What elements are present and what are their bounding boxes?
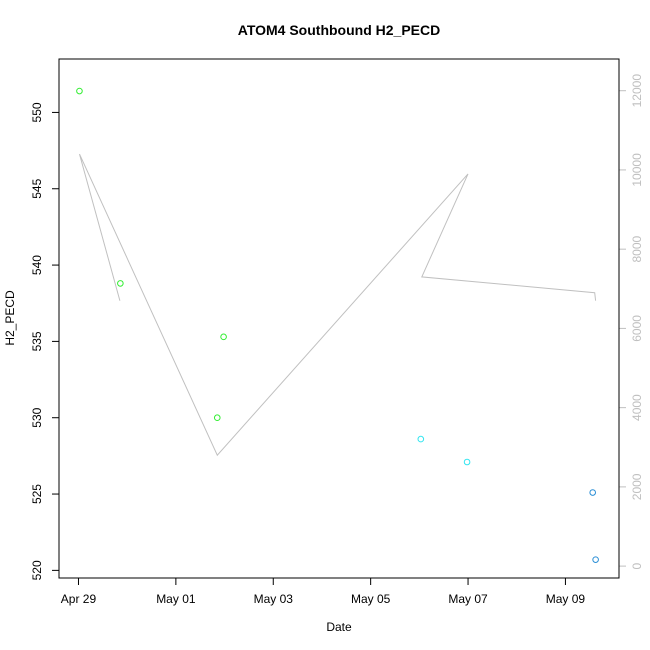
y2-tick-label: 12000	[630, 74, 644, 108]
y2-tick-label: 0	[630, 562, 644, 569]
data-point	[463, 458, 471, 466]
x-tick-label: May 01	[156, 592, 196, 606]
y-tick-label: 520	[30, 560, 44, 580]
y-tick-label: 550	[30, 102, 44, 122]
data-point	[76, 87, 83, 95]
x-tick-label: May 03	[254, 592, 294, 606]
y-tick-label: 535	[30, 331, 44, 351]
x-axis-label: Date	[326, 620, 352, 634]
secondary-series-line	[79, 153, 597, 457]
y2-tick-label: 6000	[630, 315, 644, 342]
plot-frame	[58, 58, 620, 579]
data-point	[117, 280, 124, 287]
data-point	[417, 435, 425, 443]
x-tick-label: May 07	[448, 592, 488, 606]
y-tick-label: 545	[30, 178, 44, 198]
data-point	[213, 414, 221, 422]
y-tick-label: 525	[30, 484, 44, 504]
data-point	[592, 556, 599, 563]
data-point	[589, 489, 597, 496]
y2-tick-label: 2000	[630, 473, 644, 500]
y-tick-label: 530	[30, 407, 44, 427]
y-axis-label: H2_PECD	[3, 290, 17, 346]
y-tick-label: 540	[30, 255, 44, 275]
y2-tick-label: 8000	[630, 235, 644, 262]
x-tick-label: May 09	[546, 592, 586, 606]
x-tick-label: May 05	[351, 592, 391, 606]
y2-tick-label: 4000	[630, 394, 644, 421]
data-point	[220, 333, 227, 341]
x-tick-label: Apr 29	[61, 592, 97, 606]
chart-title: ATOM4 Southbound H2_PECD	[238, 22, 440, 38]
y2-tick-label: 10000	[630, 153, 644, 187]
